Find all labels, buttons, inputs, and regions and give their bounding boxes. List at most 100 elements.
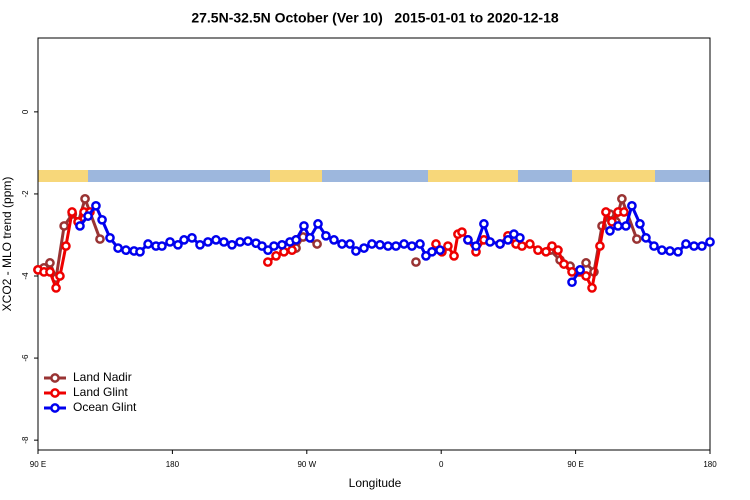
point <box>705 237 715 247</box>
point <box>305 232 315 243</box>
series-line <box>434 210 624 290</box>
point <box>411 257 421 267</box>
point <box>503 235 513 245</box>
point <box>80 194 90 204</box>
point <box>673 246 683 257</box>
legend-marker <box>50 388 60 398</box>
point <box>449 251 459 261</box>
legend-label: Land Nadir <box>73 370 132 384</box>
map-band <box>38 170 710 182</box>
y-tick-label: -2 <box>21 190 30 198</box>
point <box>67 207 77 217</box>
point <box>165 237 175 247</box>
x-tick-label: 0 <box>439 460 444 469</box>
point <box>407 241 417 251</box>
x-tick-label: 90 W <box>297 460 316 469</box>
point <box>45 258 55 268</box>
point <box>471 241 481 251</box>
point <box>383 241 393 251</box>
y-tick-label: 0 <box>21 109 30 114</box>
point <box>479 219 489 229</box>
point <box>485 237 495 247</box>
point <box>627 200 637 211</box>
point <box>621 221 631 231</box>
point <box>143 239 153 249</box>
y-tick-label: -6 <box>21 354 30 362</box>
point <box>613 221 623 231</box>
point <box>157 241 167 251</box>
point <box>681 239 691 249</box>
point <box>227 239 237 250</box>
point <box>269 241 279 251</box>
point <box>113 243 123 253</box>
point <box>195 239 205 250</box>
point <box>443 241 453 251</box>
point <box>495 239 505 249</box>
point <box>135 246 145 257</box>
point <box>525 239 535 249</box>
point <box>559 259 569 269</box>
point <box>641 232 651 243</box>
point <box>619 207 629 217</box>
point <box>121 245 131 256</box>
point <box>541 246 551 257</box>
point <box>515 232 525 243</box>
point <box>313 219 323 229</box>
point <box>51 283 61 293</box>
point <box>321 230 331 241</box>
point <box>105 232 115 243</box>
land-band <box>572 170 655 182</box>
point <box>59 221 69 231</box>
x-tick-label: 90 E <box>30 460 46 469</box>
point <box>83 211 93 221</box>
point <box>463 235 473 245</box>
land-band <box>38 170 88 182</box>
point <box>689 241 699 251</box>
point <box>601 207 611 217</box>
x-tick-label: 180 <box>166 460 180 469</box>
legend-marker <box>50 373 60 383</box>
point <box>351 246 361 256</box>
point <box>697 241 707 251</box>
land-band <box>270 170 322 182</box>
point <box>595 241 605 251</box>
legend-label: Land Glint <box>73 385 128 399</box>
point <box>649 241 659 251</box>
point <box>517 241 527 251</box>
x-axis-label: Longitude <box>349 476 402 490</box>
point <box>329 235 339 245</box>
point <box>61 241 71 251</box>
point <box>635 219 645 229</box>
point <box>631 234 642 244</box>
point <box>533 245 543 256</box>
point <box>375 239 385 250</box>
point <box>243 236 253 246</box>
point <box>277 239 287 250</box>
point <box>291 235 301 245</box>
point <box>55 271 65 281</box>
point <box>391 241 401 251</box>
point <box>97 214 107 225</box>
point <box>567 277 577 288</box>
y-tick-label: -4 <box>21 272 30 280</box>
point <box>581 271 591 281</box>
point <box>367 239 377 249</box>
y-axis-label: XCO2 - MLO trend (ppm) <box>0 177 14 312</box>
ocean-band <box>38 170 710 182</box>
y-tick-label: -8 <box>21 436 30 444</box>
point <box>617 194 627 204</box>
point <box>271 251 281 261</box>
land-band <box>428 170 518 182</box>
point <box>399 239 409 249</box>
point <box>415 239 425 249</box>
point <box>575 265 585 275</box>
point <box>553 245 563 256</box>
x-tick-label: 180 <box>703 460 717 469</box>
point <box>262 257 273 267</box>
point <box>75 221 85 231</box>
point <box>91 200 101 211</box>
point <box>211 235 221 245</box>
point <box>359 243 369 253</box>
series <box>75 200 715 288</box>
